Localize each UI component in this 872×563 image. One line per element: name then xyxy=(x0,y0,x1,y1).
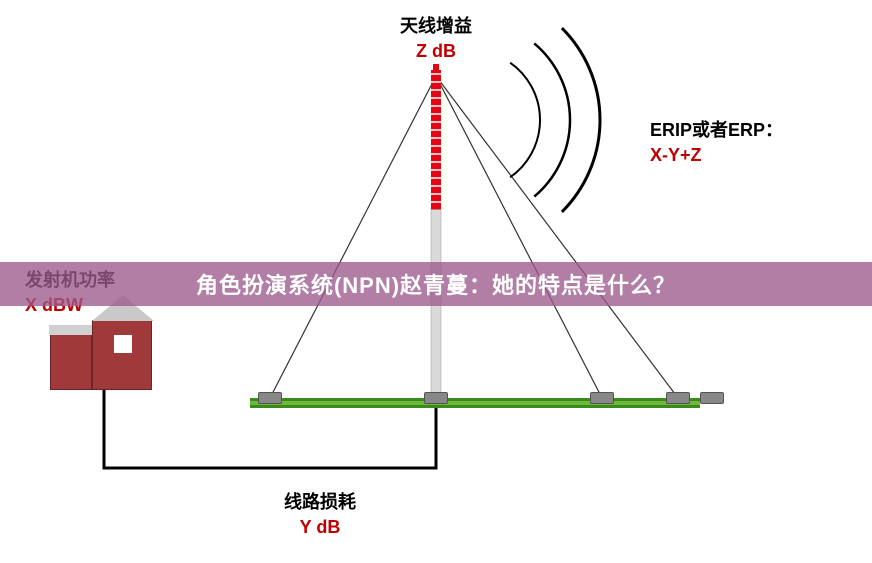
ground-strip xyxy=(250,398,700,408)
antenna-tower-upper xyxy=(431,70,441,209)
house-shed xyxy=(50,334,92,390)
erp-label: ERIP或者ERP： X-Y+Z xyxy=(650,118,783,168)
anchor-block xyxy=(666,392,690,404)
guy-wire xyxy=(436,76,678,398)
antenna-gain-value: Z dB xyxy=(346,39,526,64)
line-loss-value: Y dB xyxy=(230,515,410,540)
guy-wire xyxy=(270,76,436,398)
overlay-banner: 角色扮演系统(NPN)赵青蔓：她的特点是什么？ xyxy=(0,262,872,306)
antenna-gain-title: 天线增益 xyxy=(346,14,526,39)
erp-value: X-Y+Z xyxy=(650,143,783,168)
overlay-banner-text: 角色扮演系统(NPN)赵青蔓：她的特点是什么？ xyxy=(196,268,676,300)
guy-wire xyxy=(436,76,602,398)
radio-wave-arc xyxy=(562,28,600,212)
antenna-gain-label: 天线增益 Z dB xyxy=(346,14,526,64)
anchor-block xyxy=(700,392,724,404)
anchor-block xyxy=(590,392,614,404)
shed-roof xyxy=(49,325,95,335)
house-main xyxy=(92,320,152,390)
anchor-block xyxy=(258,392,282,404)
house-window xyxy=(114,335,132,353)
line-loss-title: 线路损耗 xyxy=(230,490,410,515)
antenna-tip xyxy=(433,64,439,70)
line-loss-label: 线路损耗 Y dB xyxy=(230,490,410,540)
anchor-block xyxy=(424,392,448,404)
erp-title: ERIP或者ERP： xyxy=(650,118,783,143)
radio-wave-arc xyxy=(510,63,540,178)
